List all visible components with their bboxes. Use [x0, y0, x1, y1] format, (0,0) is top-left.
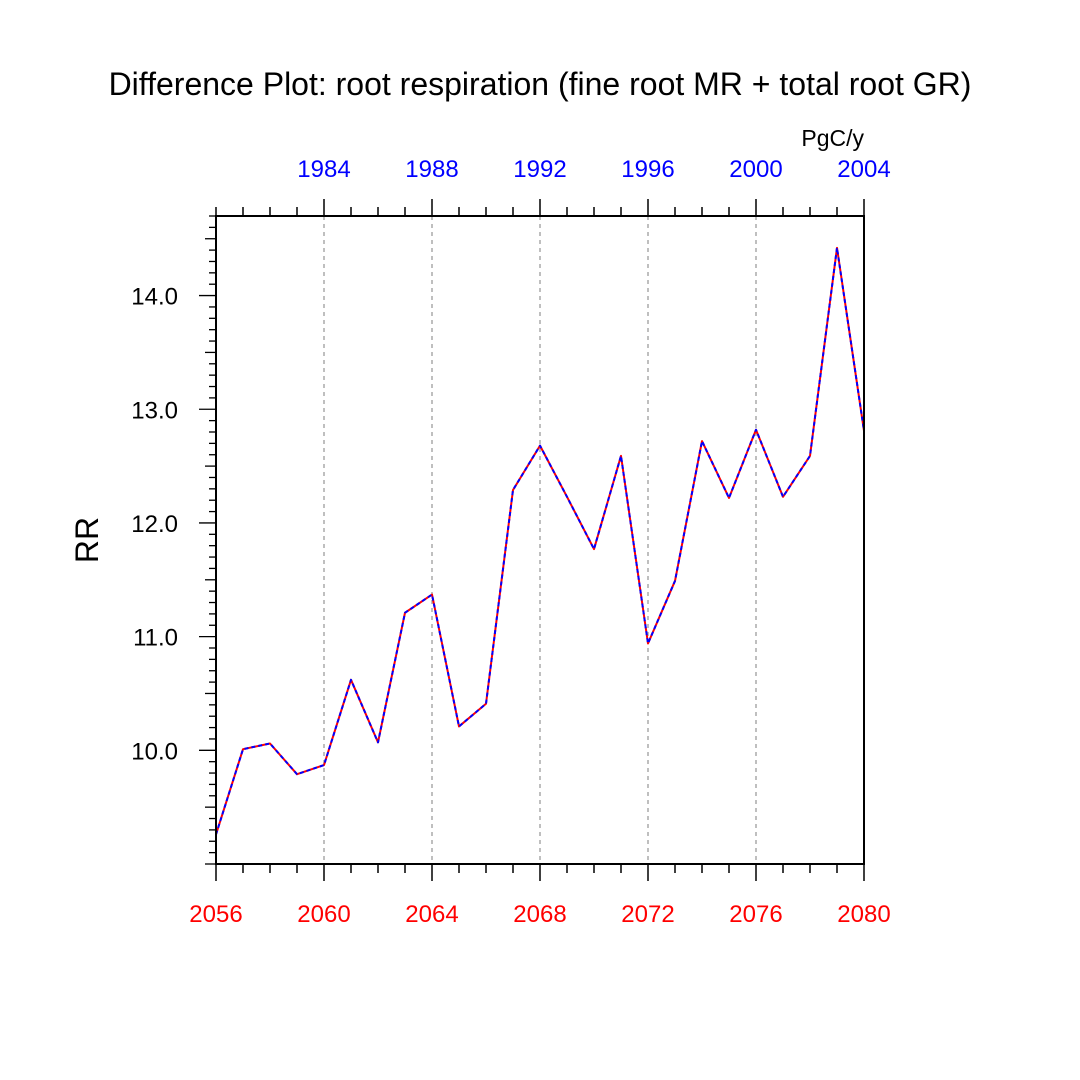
y-axis-label: RR [69, 517, 105, 563]
chart-title: Difference Plot: root respiration (fine … [109, 66, 972, 102]
bottom-tick-label: 2056 [189, 901, 242, 928]
y-tick-label: 10.0 [131, 738, 178, 765]
top-tick-label: 1988 [405, 156, 458, 183]
bottom-tick-label: 2072 [621, 901, 674, 928]
axis-ticks [199, 199, 865, 881]
tick-labels: 2056 2060 2064 2068 2072 2076 2080 1984 1988 1992… [131, 156, 890, 928]
y-tick-label: 12.0 [131, 511, 178, 538]
series-lines [215, 246, 865, 835]
y-tick-label: 13.0 [131, 397, 178, 424]
series-line-blue [215, 246, 865, 835]
top-tick-label: 2000 [729, 156, 782, 183]
bottom-tick-label: 2080 [837, 901, 890, 928]
grid-lines [323, 216, 757, 864]
units-label: PgC/y [801, 125, 864, 151]
bottom-tick-label: 2076 [729, 901, 782, 928]
y-tick-label: 14.0 [131, 284, 178, 311]
bottom-tick-label: 2064 [405, 901, 458, 928]
y-tick-label: 11.0 [133, 625, 178, 652]
top-tick-label: 1992 [513, 156, 566, 183]
top-tick-label: 1984 [297, 156, 350, 183]
top-tick-label: 2004 [837, 156, 890, 183]
top-tick-label: 1996 [621, 156, 674, 183]
bottom-tick-label: 2068 [513, 901, 566, 928]
bottom-tick-label: 2060 [297, 901, 350, 928]
